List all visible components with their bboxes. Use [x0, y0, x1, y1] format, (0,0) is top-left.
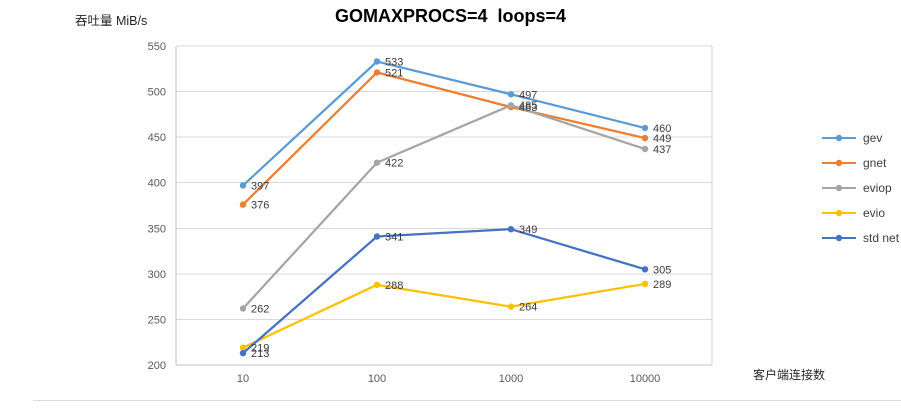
y-tick-label: 550 [148, 41, 166, 53]
legend: gev gnet eviop evio std net [822, 131, 900, 245]
legend-label: eviop [863, 181, 892, 195]
series-std-net [239, 225, 649, 357]
chart-title: GOMAXPROCS=4 loops=4 [334, 6, 567, 26]
data-point-marker [373, 233, 381, 240]
data-point-marker [239, 344, 247, 351]
data-label: 349 [519, 224, 537, 236]
x-tick-label: 1000 [499, 373, 523, 385]
y-tick-label: 450 [148, 132, 166, 144]
series-line [241, 71, 647, 206]
data-label: 213 [251, 348, 269, 360]
x-axis-tick-labels: 10 100 1000 10000 [237, 373, 660, 385]
data-label: 264 [519, 302, 537, 314]
series-line [241, 60, 647, 187]
legend-marker [835, 159, 843, 167]
legend-item-gev: gev [822, 131, 882, 145]
legend-marker [835, 134, 843, 142]
series-gnet [239, 69, 649, 208]
data-label: 305 [653, 264, 671, 276]
series-line [241, 104, 647, 310]
legend-label: std net [863, 231, 900, 245]
legend-marker [835, 234, 843, 242]
data-point-marker [373, 159, 381, 166]
y-tick-label: 500 [148, 87, 166, 99]
series-eviop [239, 102, 649, 312]
y-axis-title: 吞吐量 MiB/s [75, 14, 148, 28]
x-tick-label: 100 [368, 373, 386, 385]
data-point-marker [641, 145, 649, 153]
x-tick-label: 10000 [630, 373, 661, 385]
data-label: 289 [653, 279, 671, 291]
data-label: 262 [251, 303, 269, 315]
data-point-marker [239, 305, 247, 312]
data-point-marker [239, 349, 247, 357]
y-tick-label: 350 [148, 223, 166, 235]
series-evio [239, 280, 649, 351]
data-point-marker [641, 134, 649, 142]
data-point-marker [507, 102, 515, 109]
y-tick-label: 250 [148, 314, 166, 326]
data-point-marker [507, 91, 515, 98]
data-point-marker [641, 124, 649, 132]
data-label: 483 [519, 102, 537, 114]
legend-item-eviop: eviop [822, 181, 892, 195]
data-point-marker [373, 58, 381, 65]
data-point-marker [239, 182, 247, 189]
data-point-marker [373, 281, 381, 288]
x-axis-title: 客户端连接数 [753, 368, 826, 382]
legend-marker [835, 209, 843, 217]
data-label: 437 [653, 144, 671, 156]
legend-marker [835, 184, 843, 192]
data-point-marker [507, 225, 515, 233]
data-point-marker [641, 266, 649, 273]
data-point-marker [507, 303, 515, 310]
data-label: 460 [653, 123, 671, 135]
legend-item-std-net: std net [822, 231, 900, 245]
x-tick-label: 10 [237, 373, 249, 385]
legend-item-evio: evio [822, 206, 885, 220]
data-label: 376 [251, 200, 269, 212]
y-tick-label: 300 [148, 269, 166, 281]
legend-item-gnet: gnet [822, 156, 887, 170]
data-point-marker [373, 69, 381, 76]
legend-label: evio [863, 206, 885, 220]
series-line [241, 228, 647, 355]
data-label: 449 [653, 133, 671, 145]
data-label: 521 [385, 67, 403, 79]
y-tick-label: 200 [148, 360, 166, 372]
y-axis-tick-labels: 200 250 300 350 400 450 500 550 [148, 41, 166, 372]
data-label: 533 [385, 56, 403, 68]
data-label: 397 [251, 180, 269, 192]
axes [33, 46, 901, 401]
legend-label: gnet [863, 156, 887, 170]
series-line [241, 282, 647, 349]
data-label: 341 [385, 231, 403, 243]
y-tick-label: 400 [148, 178, 166, 190]
data-label: 219 [251, 343, 269, 355]
data-labels: 3975334974603765214834492624224854372192… [251, 56, 671, 360]
data-label: 288 [385, 280, 403, 292]
data-label: 485 [519, 100, 537, 112]
data-label: 422 [385, 158, 403, 170]
data-point-marker [239, 201, 247, 208]
legend-label: gev [863, 131, 882, 145]
series-gev [239, 58, 649, 189]
data-label: 497 [519, 89, 537, 101]
data-point-marker [641, 280, 649, 288]
